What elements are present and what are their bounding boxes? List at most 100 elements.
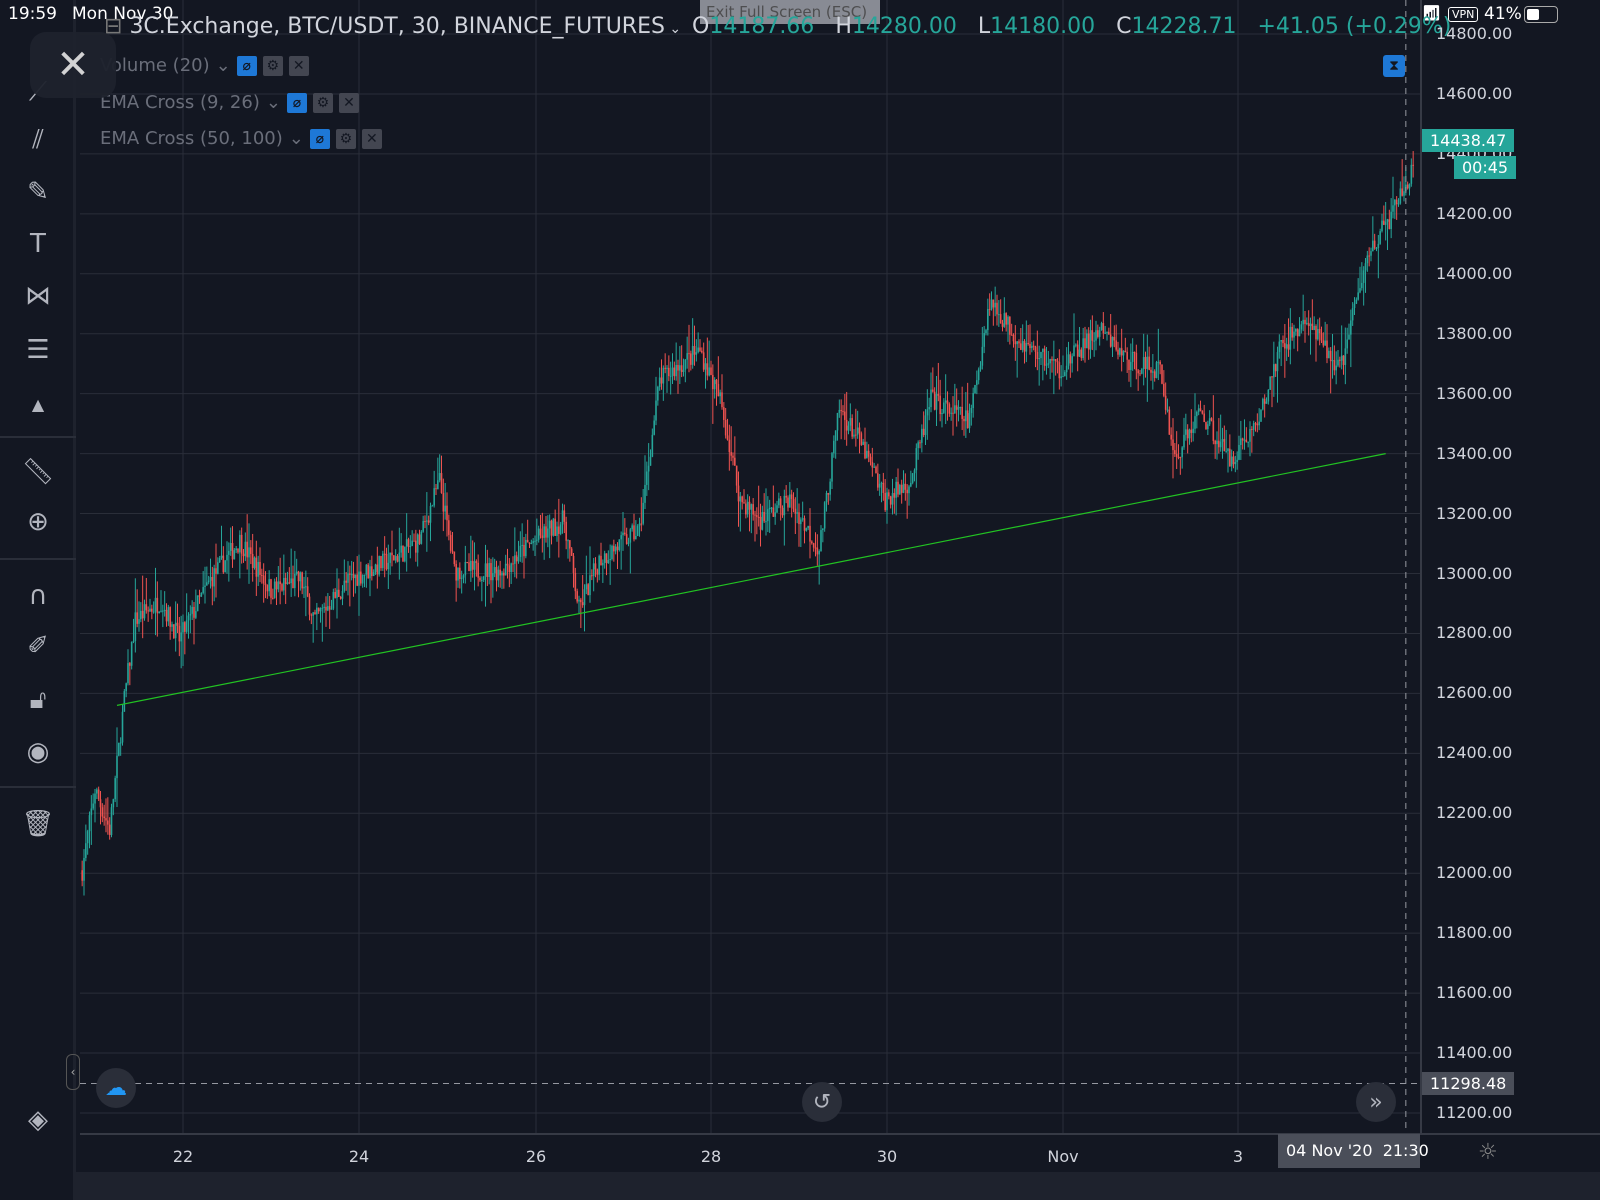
candle	[1038, 358, 1040, 360]
close-fullscreen-button[interactable]: ✕	[30, 32, 116, 98]
candle	[510, 563, 512, 573]
close-icon[interactable]: ✕	[288, 55, 309, 76]
candle	[301, 572, 303, 589]
candle	[1249, 428, 1251, 442]
pattern-tool-icon[interactable]: ⋈	[25, 281, 51, 311]
unlock-icon[interactable]: 🔓︎	[29, 684, 47, 715]
candle	[1150, 369, 1152, 373]
candle	[1304, 319, 1306, 324]
candle	[1163, 383, 1165, 396]
time-axis[interactable]: 22 24 26 28 30 Nov 3	[80, 1133, 1600, 1173]
candle	[1084, 338, 1086, 349]
ruler-icon[interactable]: 📏︎	[21, 457, 55, 487]
candle	[1078, 349, 1081, 357]
collapse-panel-handle[interactable]: ‹	[66, 1054, 80, 1090]
candle	[825, 493, 828, 503]
candle	[1043, 348, 1046, 366]
prediction-tool-icon[interactable]: ☰	[26, 335, 50, 365]
candle	[229, 543, 232, 551]
exit-fullscreen-hint[interactable]: Exit Full Screen (ESC)	[700, 0, 880, 24]
gear-icon[interactable]: ⚙	[312, 92, 333, 113]
candle	[554, 518, 556, 536]
candle	[492, 573, 494, 581]
reset-chart-button[interactable]: ↺	[802, 1082, 842, 1122]
candle	[440, 473, 443, 493]
indicator-volume[interactable]: Volume (20) ⌄ ⌀ ⚙ ✕	[100, 55, 309, 76]
hide-icon[interactable]: ⌀	[286, 92, 307, 113]
candle	[264, 583, 267, 586]
price-tick-label: 14800.00	[1436, 24, 1513, 43]
candle	[680, 365, 683, 373]
candle	[1056, 361, 1059, 363]
zoom-in-icon[interactable]: ⊕	[27, 507, 49, 537]
candle	[657, 386, 659, 401]
magnet-icon[interactable]: ∩	[28, 581, 48, 611]
symbol-title[interactable]: ⊟ 3C.Exchange, BTC/USDT, 30, BINANCE_FUT…	[104, 14, 681, 39]
eye-icon[interactable]: ◉	[26, 737, 50, 767]
candle	[596, 569, 599, 575]
price-tick-label: 11800.00	[1436, 923, 1513, 943]
hourglass-icon[interactable]: ⧗	[1383, 55, 1405, 77]
trash-icon[interactable]: 🗑︎	[21, 809, 55, 839]
fib-tool-icon[interactable]: ⫽	[32, 124, 44, 155]
candle	[251, 553, 254, 568]
candle	[721, 392, 723, 408]
candle	[345, 580, 347, 583]
candle	[376, 564, 379, 575]
indicator-ema-9-26[interactable]: EMA Cross (9, 26) ⌄ ⌀ ⚙ ✕	[100, 92, 359, 113]
candle	[702, 352, 705, 370]
close-icon[interactable]: ✕	[361, 128, 382, 149]
battery-percent: 41%	[1484, 4, 1522, 24]
candle	[794, 508, 797, 514]
scroll-to-realtime-button[interactable]: »	[1356, 1082, 1396, 1122]
candle	[770, 507, 773, 509]
candle	[1095, 330, 1097, 341]
hide-icon[interactable]: ⌀	[309, 128, 330, 149]
text-tool-icon[interactable]: T	[30, 229, 46, 259]
candle	[1155, 362, 1158, 378]
settings-gear-icon[interactable]: ☼	[1478, 1140, 1498, 1165]
candle	[822, 528, 824, 531]
candle	[1234, 462, 1237, 465]
candle	[1269, 376, 1271, 390]
indicator-ema-50-100[interactable]: EMA Cross (50, 100) ⌄ ⌀ ⚙ ✕	[100, 128, 382, 149]
lock-drawings-icon[interactable]: ✐	[27, 631, 49, 661]
candle	[394, 556, 397, 561]
brush-tool-icon[interactable]: ✎	[27, 177, 49, 207]
candle	[332, 591, 335, 609]
candle	[968, 413, 971, 429]
gear-icon[interactable]: ⚙	[335, 128, 356, 149]
candle	[292, 578, 294, 589]
gear-icon[interactable]: ⚙	[262, 55, 283, 76]
candle	[1238, 445, 1240, 460]
price-axis[interactable]: 14800.00 14600.00 14400.00 14200.00 14000.00…	[1420, 0, 1600, 1133]
candle	[1317, 328, 1319, 340]
candle	[556, 526, 558, 536]
tradingview-logo-icon[interactable]: ☁	[96, 1068, 136, 1108]
hide-icon[interactable]: ⌀	[236, 55, 257, 76]
candle	[191, 606, 193, 614]
candle	[1001, 323, 1004, 327]
candle	[239, 534, 241, 553]
candle	[277, 581, 280, 590]
candle	[746, 501, 749, 515]
candle	[928, 407, 930, 410]
candle	[897, 481, 899, 495]
candle	[224, 560, 226, 573]
collapse-caret-icon[interactable]: ▲	[31, 394, 45, 414]
candle	[1064, 372, 1066, 377]
candle	[559, 524, 562, 534]
layers-icon[interactable]: ◈	[28, 1105, 48, 1135]
candle	[1082, 338, 1084, 359]
candle	[196, 595, 199, 612]
candle	[1159, 361, 1161, 365]
chevron-down-icon: ⌄	[265, 92, 281, 113]
candle	[387, 562, 390, 570]
candle	[1256, 423, 1259, 426]
candle	[349, 573, 351, 575]
close-icon[interactable]: ✕	[338, 92, 359, 113]
candle	[169, 607, 171, 627]
candle	[270, 579, 272, 598]
candle	[1262, 398, 1264, 410]
